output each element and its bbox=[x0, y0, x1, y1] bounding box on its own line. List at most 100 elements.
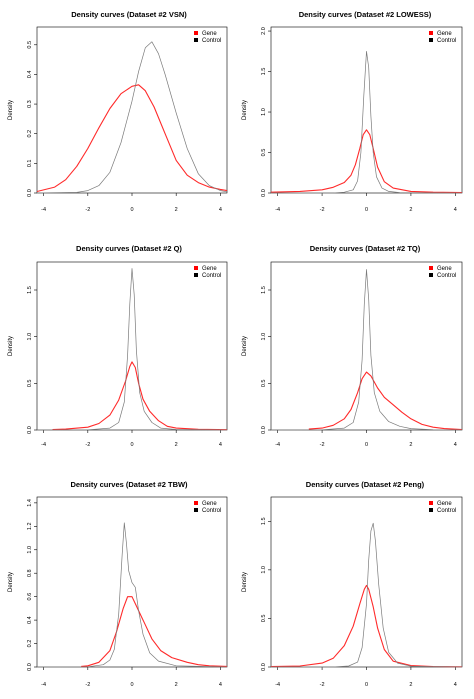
x-tick-label: 2 bbox=[409, 682, 412, 688]
y-tick-label: 0.1 bbox=[27, 160, 33, 168]
density-panel: Density curves (Dataset #2 LOWESS) 0.0 0.5… bbox=[242, 10, 463, 213]
legend-label: Gene bbox=[437, 31, 452, 37]
legend-label: Control bbox=[202, 38, 221, 44]
x-tick-label: 2 bbox=[409, 207, 412, 213]
legend-swatch bbox=[429, 31, 433, 35]
legend-swatch bbox=[429, 273, 433, 277]
legend-label: Gene bbox=[202, 266, 217, 272]
legend-swatch bbox=[194, 273, 198, 277]
gene-density-line bbox=[308, 371, 463, 431]
legend-label: Control bbox=[437, 273, 456, 279]
x-tick-label: -4 bbox=[41, 682, 46, 688]
y-tick-label: 1.5 bbox=[261, 517, 267, 525]
x-tick-label: 0 bbox=[130, 207, 133, 213]
y-tick-label: 0.0 bbox=[27, 426, 33, 434]
gene-density-line bbox=[270, 129, 463, 194]
legend-label: Control bbox=[202, 273, 221, 279]
plot-frame bbox=[270, 496, 463, 668]
control-density-line bbox=[36, 41, 228, 194]
y-tick-label: 0.0 bbox=[261, 189, 267, 197]
y-axis-label: Density bbox=[242, 572, 248, 592]
y-tick-label: 1.0 bbox=[261, 333, 267, 341]
legend-swatch bbox=[194, 31, 198, 35]
control-density-line bbox=[36, 268, 228, 431]
y-tick-label: 0.2 bbox=[27, 130, 33, 138]
y-tick-label: 0.3 bbox=[27, 100, 33, 108]
x-tick-label: 0 bbox=[130, 442, 133, 448]
plot-frame bbox=[270, 261, 463, 431]
gene-density-line bbox=[81, 596, 228, 667]
y-tick-label: 1.5 bbox=[27, 286, 33, 294]
x-tick-label: 4 bbox=[219, 682, 222, 688]
panel-title: Density curves (Dataset #2 Q) bbox=[76, 244, 182, 253]
control-density-line bbox=[271, 50, 463, 194]
legend-label: Control bbox=[437, 508, 456, 514]
y-tick-label: 0.2 bbox=[27, 640, 33, 648]
plot-frame bbox=[36, 261, 228, 431]
y-tick-label: 1.5 bbox=[261, 68, 267, 76]
x-tick-label: 4 bbox=[454, 442, 457, 448]
x-tick-label: -4 bbox=[41, 442, 46, 448]
y-tick-label: 0.0 bbox=[27, 663, 33, 671]
y-axis-label: Density bbox=[8, 100, 14, 120]
y-axis-label: Density bbox=[8, 336, 14, 356]
x-tick-label: 4 bbox=[454, 682, 457, 688]
x-tick-label: -4 bbox=[41, 207, 46, 213]
y-tick-label: 2.0 bbox=[261, 27, 267, 35]
y-tick-label: 0.5 bbox=[27, 380, 33, 388]
control-density-line bbox=[36, 522, 228, 668]
density-panel: Density curves (Dataset #2 TQ) 0.0 0.5 1.0 1… bbox=[242, 244, 463, 448]
panel-title: Density curves (Dataset #2 TBW) bbox=[70, 480, 188, 489]
y-tick-label: 1.0 bbox=[27, 546, 33, 554]
y-axis-label: Density bbox=[242, 100, 248, 120]
y-tick-label: 1.0 bbox=[27, 333, 33, 341]
y-tick-label: 0.8 bbox=[27, 569, 33, 577]
x-tick-label: 0 bbox=[365, 442, 368, 448]
y-tick-label: 0.0 bbox=[27, 189, 33, 197]
y-tick-label: 1.0 bbox=[261, 566, 267, 574]
plot-frame bbox=[36, 26, 228, 194]
x-tick-label: 2 bbox=[175, 442, 178, 448]
y-tick-label: 0.5 bbox=[27, 41, 33, 49]
y-tick-label: 1.4 bbox=[27, 499, 33, 507]
x-tick-label: -2 bbox=[85, 207, 90, 213]
gene-density-line bbox=[52, 361, 228, 431]
control-density-line bbox=[270, 269, 463, 431]
density-panel: Density curves (Dataset #2 Peng) 0.0 0.5 1.… bbox=[242, 480, 463, 688]
x-tick-label: 2 bbox=[409, 442, 412, 448]
legend-label: Gene bbox=[437, 501, 452, 507]
panel-title: Density curves (Dataset #2 LOWESS) bbox=[299, 10, 432, 19]
y-tick-label: 0.6 bbox=[27, 593, 33, 601]
panel-title: Density curves (Dataset #2 TQ) bbox=[310, 244, 421, 253]
x-tick-label: -2 bbox=[320, 442, 325, 448]
y-tick-label: 0.4 bbox=[27, 616, 33, 624]
control-density-line bbox=[271, 522, 463, 668]
x-tick-label: -2 bbox=[320, 207, 325, 213]
legend-label: Gene bbox=[202, 501, 217, 507]
legend-label: Control bbox=[437, 38, 456, 44]
x-tick-label: 4 bbox=[454, 207, 457, 213]
x-tick-label: -2 bbox=[85, 442, 90, 448]
y-tick-label: 0.0 bbox=[261, 426, 267, 434]
y-tick-label: 0.0 bbox=[261, 663, 267, 671]
y-tick-label: 0.4 bbox=[27, 71, 33, 79]
density-panel: Density curves (Dataset #2 VSN) 0.0 0.1 0.2… bbox=[8, 10, 228, 213]
gene-density-line bbox=[36, 84, 228, 193]
y-axis-label: Density bbox=[8, 572, 14, 592]
y-tick-label: 0.5 bbox=[261, 615, 267, 623]
y-tick-label: 0.5 bbox=[261, 149, 267, 157]
legend-swatch bbox=[194, 266, 198, 270]
y-axis-label: Density bbox=[242, 336, 248, 356]
x-tick-label: 2 bbox=[175, 207, 178, 213]
y-tick-label: 1.5 bbox=[261, 286, 267, 294]
x-tick-label: 0 bbox=[365, 207, 368, 213]
gene-density-line bbox=[270, 584, 463, 668]
legend-label: Control bbox=[202, 508, 221, 514]
y-tick-label: 1.2 bbox=[27, 522, 33, 530]
x-tick-label: -2 bbox=[85, 682, 90, 688]
x-tick-label: 4 bbox=[219, 207, 222, 213]
legend-label: Gene bbox=[437, 266, 452, 272]
legend-swatch bbox=[429, 38, 433, 42]
x-tick-label: 0 bbox=[130, 682, 133, 688]
